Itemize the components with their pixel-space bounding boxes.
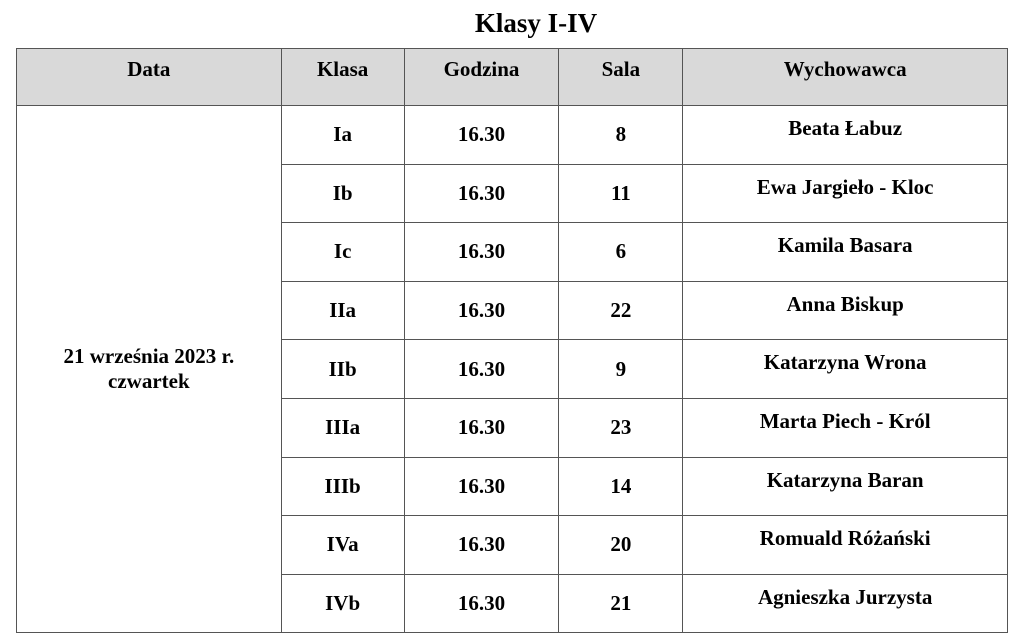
sala-cell: 9 xyxy=(558,339,684,399)
godzina-cell: 16.30 xyxy=(403,397,560,458)
sala-cell: 14 xyxy=(558,456,684,517)
table-row: IIIa 16.30 23 Marta Piech - Król xyxy=(17,397,1008,458)
header-klasa: Klasa xyxy=(280,48,405,106)
header-sala: Sala xyxy=(558,48,684,106)
table-row: Ic 16.30 6 Kamila Basara xyxy=(17,222,1008,282)
sala-cell: 21 xyxy=(558,573,684,633)
godzina-cell: 16.30 xyxy=(403,280,560,341)
godzina-cell: 16.30 xyxy=(403,573,560,633)
godzina-cell: 16.30 xyxy=(403,163,560,224)
sala-cell: 6 xyxy=(558,222,684,282)
godzina-cell: 16.30 xyxy=(403,222,560,282)
header-data: Data xyxy=(16,48,282,106)
weekday-text: czwartek xyxy=(108,369,190,394)
table-row: IIb 16.30 9 Katarzyna Wrona xyxy=(17,339,1008,399)
table-row: IVa 16.30 20 Romuald Różański xyxy=(17,515,1008,575)
header-godzina: Godzina xyxy=(403,48,560,106)
klasa-cell: IIa xyxy=(280,280,405,341)
sala-cell: 11 xyxy=(558,163,684,224)
table-row: IVb 16.30 21 Agnieszka Jurzysta xyxy=(17,573,1008,633)
table-row: 21 września 2023 r. czwartek Ia 16.30 8 Beata… xyxy=(16,104,1008,633)
schedule-table: Data Klasa Godzina Sala Wychowawca 21 wr… xyxy=(16,48,1008,633)
klasa-cell: Ib xyxy=(280,163,405,224)
sala-cell: 23 xyxy=(558,397,684,458)
wychowawca-cell: Kamila Basara xyxy=(682,222,1008,282)
header-row: Data Klasa Godzina Sala Wychowawca xyxy=(16,48,1008,106)
klasa-cell: Ic xyxy=(280,222,405,282)
godzina-cell: 16.30 xyxy=(403,515,560,575)
table-row: Ib 16.30 11 Ewa Jargieło - Kloc xyxy=(17,163,1008,224)
wychowawca-cell: Katarzyna Wrona xyxy=(682,339,1008,399)
table-row: IIIb 16.30 14 Katarzyna Baran xyxy=(17,456,1008,517)
sala-cell: 8 xyxy=(558,105,684,165)
wychowawca-cell: Romuald Różański xyxy=(682,515,1008,575)
wychowawca-cell: Marta Piech - Król xyxy=(682,397,1008,458)
klasa-cell: IIIa xyxy=(280,397,405,458)
klasa-cell: IVa xyxy=(280,515,405,575)
header-wychowawca: Wychowawca xyxy=(682,48,1008,106)
klasa-cell: IVb xyxy=(280,573,405,633)
wychowawca-cell: Ewa Jargieło - Kloc xyxy=(682,163,1008,224)
godzina-cell: 16.30 xyxy=(403,339,560,399)
date-cell: 21 września 2023 r. czwartek xyxy=(16,104,282,633)
klasa-cell: Ia xyxy=(280,105,405,165)
sala-cell: 20 xyxy=(558,515,684,575)
klasa-cell: IIIb xyxy=(280,456,405,517)
godzina-cell: 16.30 xyxy=(403,456,560,517)
wychowawca-cell: Agnieszka Jurzysta xyxy=(682,573,1008,633)
wychowawca-cell: Anna Biskup xyxy=(682,280,1008,341)
document-title: Klasy I-IV xyxy=(474,8,598,38)
date-text: 21 września 2023 r. xyxy=(63,344,235,369)
klasa-cell: IIb xyxy=(280,339,405,399)
sala-cell: 22 xyxy=(558,280,684,341)
godzina-cell: 16.30 xyxy=(403,105,560,165)
wychowawca-cell: Beata Łabuz xyxy=(682,105,1008,165)
wychowawca-cell: Katarzyna Baran xyxy=(682,456,1008,517)
